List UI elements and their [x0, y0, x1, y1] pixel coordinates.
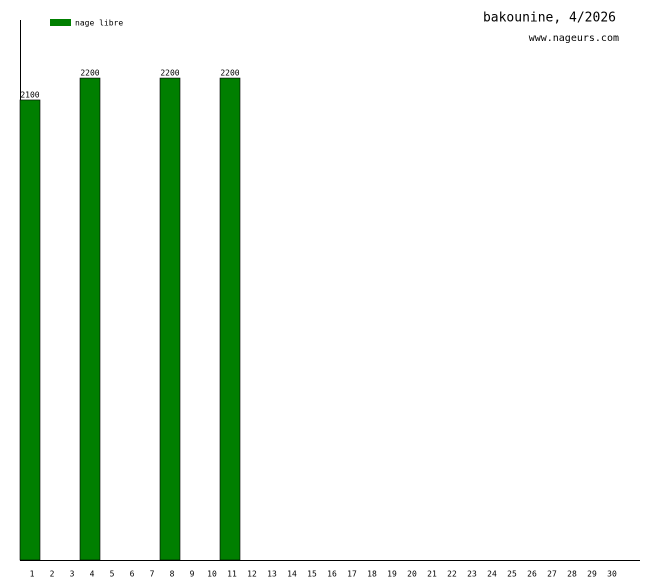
value-label: 2200 [220, 69, 239, 78]
x-tick-label: 11 [227, 570, 237, 579]
x-tick-label: 23 [467, 570, 477, 579]
x-tick-label: 8 [170, 570, 175, 579]
x-tick-label: 19 [387, 570, 397, 579]
x-tick-label: 16 [327, 570, 337, 579]
bar [219, 77, 241, 561]
x-tick-label: 14 [287, 570, 297, 579]
x-tick-label: 15 [307, 570, 317, 579]
x-tick-label: 2 [50, 570, 55, 579]
x-tick-label: 9 [190, 570, 195, 579]
bar [19, 99, 41, 561]
legend-label: nage libre [75, 19, 123, 28]
x-tick-label: 20 [407, 570, 417, 579]
x-tick-label: 22 [447, 570, 457, 579]
value-label: 2100 [20, 90, 39, 99]
x-tick-label: 28 [567, 570, 577, 579]
x-tick-label: 26 [527, 570, 537, 579]
x-tick-label: 1 [30, 570, 35, 579]
x-tick-label: 5 [110, 570, 115, 579]
x-tick-label: 17 [347, 570, 357, 579]
x-tick-label: 10 [207, 570, 217, 579]
value-label: 2200 [80, 69, 99, 78]
x-tick-label: 7 [150, 570, 155, 579]
x-tick-label: 27 [547, 570, 557, 579]
x-tick-label: 25 [507, 570, 517, 579]
x-tick-label: 21 [427, 570, 437, 579]
x-tick-label: 4 [90, 570, 95, 579]
x-tick-label: 3 [70, 570, 75, 579]
x-tick-label: 29 [587, 570, 597, 579]
x-tick-label: 30 [607, 570, 617, 579]
bar [79, 77, 101, 561]
x-tick-label: 6 [130, 570, 135, 579]
x-tick-label: 24 [487, 570, 497, 579]
x-tick-label: 18 [367, 570, 377, 579]
value-label: 2200 [160, 69, 179, 78]
chart-title: bakounine, 4/2026 [483, 11, 616, 26]
chart-subtitle: www.nageurs.com [529, 33, 619, 44]
bar [159, 77, 181, 561]
legend-swatch [50, 19, 71, 26]
x-tick-label: 12 [247, 570, 257, 579]
x-tick-label: 13 [267, 570, 277, 579]
